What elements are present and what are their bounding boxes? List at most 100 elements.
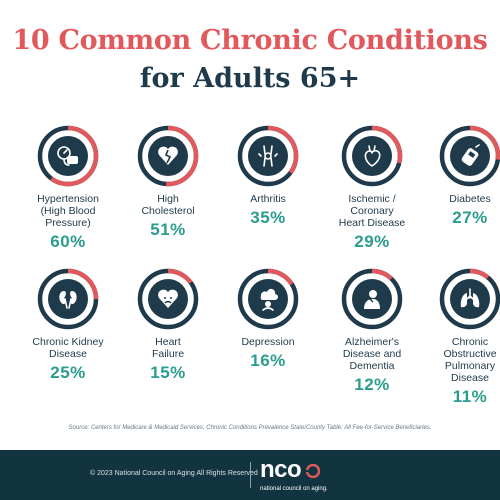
condition-label-line: Coronary — [350, 205, 394, 217]
condition-label-line: Cholesterol — [141, 205, 195, 217]
condition-label: Ischemic / Coronary Heart Disease — [322, 193, 422, 229]
ring-fill — [137, 125, 199, 187]
source-note: Source: Centers for Medicare & Medicaid … — [68, 425, 432, 431]
condition-label: Chronic Kidney Disease — [18, 336, 118, 360]
condition-label: Depression — [218, 336, 318, 348]
condition-percent: 16% — [250, 351, 286, 370]
ring-graphic — [439, 125, 500, 187]
logo-text: nco — [260, 456, 302, 483]
progress-ring — [341, 125, 403, 187]
ring-graphic — [237, 125, 299, 187]
blood-pressure-cuff-icon — [57, 146, 78, 166]
ring-graphic — [37, 268, 99, 330]
condition-item: Hypertension (High Blood Pressure) 60% — [18, 125, 118, 252]
condition-percent: 11% — [452, 387, 488, 406]
condition-percent: 27% — [452, 208, 488, 227]
rain-cloud-head-icon — [260, 288, 278, 311]
ring-fill — [439, 125, 500, 187]
icon-disk — [352, 279, 392, 319]
condition-label: Hypertension (High Blood Pressure) — [18, 193, 118, 229]
icon-disk — [450, 279, 490, 319]
condition-item: Depression 16% — [218, 268, 318, 371]
knee-joint-icon — [258, 145, 278, 167]
progress-ring — [37, 125, 99, 187]
condition-item: Chronic Kidney Disease 25% — [18, 268, 118, 383]
condition-label-line: Obstructive — [443, 348, 497, 360]
condition-label-line: Heart — [155, 336, 181, 348]
icon-disk — [248, 136, 288, 176]
broken-heart-icon — [158, 146, 178, 165]
progress-ring — [439, 125, 500, 187]
condition-percent: 12% — [354, 375, 390, 394]
heart-organ-icon — [364, 145, 381, 167]
glucose-meter-icon — [461, 144, 480, 166]
ring-fill — [439, 268, 500, 330]
progress-ring — [137, 268, 199, 330]
condition-label: Arthritis — [218, 193, 318, 205]
condition-label-line: Hypertension — [37, 193, 99, 205]
condition-label-line: Diabetes — [449, 193, 491, 205]
icon-disk — [352, 136, 392, 176]
condition-label-line: Heart Disease — [338, 217, 406, 229]
condition-label: Chronic Obstructive Pulmonary Disease — [420, 336, 500, 384]
sad-heart-icon — [158, 289, 178, 308]
condition-item: Diabetes 27% — [420, 125, 500, 228]
icon-disk — [248, 279, 288, 319]
ring-graphic — [137, 125, 199, 187]
condition-label: Diabetes — [420, 193, 500, 205]
icon-disk — [48, 136, 88, 176]
condition-label-line: Chronic Kidney — [32, 336, 104, 348]
logo-mark-icon — [306, 464, 320, 478]
progress-ring — [439, 268, 500, 330]
condition-percent: 60% — [50, 232, 86, 251]
kidneys-icon — [59, 291, 77, 309]
copyright-text: © 2023 National Council on Aging All Rig… — [90, 470, 258, 477]
condition-label-line: Disease — [451, 372, 489, 384]
ring-fill — [341, 268, 403, 330]
condition-percent: 35% — [250, 208, 286, 227]
condition-label-line: Chronic — [451, 336, 489, 348]
condition-label-line: Arthritis — [250, 193, 286, 205]
icon-disk — [148, 136, 188, 176]
page-subtitle: for Adults 65+ — [139, 63, 361, 94]
condition-percent: 25% — [50, 363, 86, 382]
ring-graphic — [341, 268, 403, 330]
logo-subtext: national council on aging. — [260, 486, 328, 492]
ring-graphic — [341, 125, 403, 187]
ring-fill — [237, 268, 299, 330]
condition-label-line: (High Blood — [40, 205, 96, 217]
ring-fill — [37, 268, 99, 330]
person-head-in-hands-icon — [364, 290, 380, 309]
footer-divider — [250, 462, 251, 488]
ring-fill — [137, 268, 199, 330]
condition-percent: 15% — [150, 363, 186, 382]
ring-graphic — [237, 268, 299, 330]
condition-label-line: Pressure) — [45, 217, 91, 229]
ring-fill — [341, 125, 403, 187]
progress-ring — [237, 268, 299, 330]
condition-item: Ischemic / Coronary Heart Disease 29% — [322, 125, 422, 252]
condition-item: High Cholesterol 51% — [118, 125, 218, 240]
progress-ring — [237, 125, 299, 187]
condition-label: Heart Failure — [118, 336, 218, 360]
condition-label: High Cholesterol — [118, 193, 218, 217]
ring-graphic — [137, 268, 199, 330]
condition-label-line: Alzheimer's — [345, 336, 399, 348]
condition-item: Arthritis 35% — [218, 125, 318, 228]
icon-disk — [450, 136, 490, 176]
ring-fill — [237, 125, 299, 187]
icon-disk — [148, 279, 188, 319]
condition-item: Heart Failure 15% — [118, 268, 218, 383]
condition-label-line: Depression — [241, 336, 295, 348]
condition-label-line: Disease and — [342, 348, 402, 360]
condition-item: Alzheimer's Disease and Dementia 12% — [322, 268, 422, 395]
condition-label: Alzheimer's Disease and Dementia — [322, 336, 422, 372]
condition-label-line: Ischemic / — [348, 193, 396, 205]
condition-label-line: Pulmonary — [444, 360, 496, 372]
condition-label-line: High — [157, 193, 179, 205]
progress-ring — [137, 125, 199, 187]
progress-ring — [341, 268, 403, 330]
condition-label-line: Disease — [49, 348, 87, 360]
ring-fill — [37, 125, 99, 187]
ring-graphic — [37, 125, 99, 187]
